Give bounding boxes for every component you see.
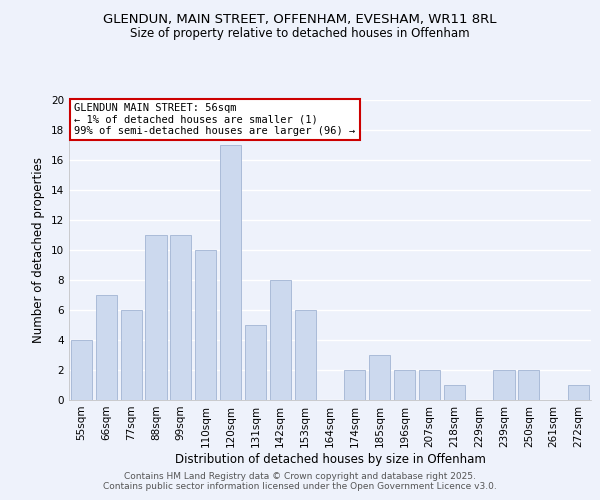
Bar <box>195 250 216 400</box>
Bar <box>96 295 117 400</box>
Bar <box>419 370 440 400</box>
Bar <box>121 310 142 400</box>
Bar <box>444 385 465 400</box>
X-axis label: Distribution of detached houses by size in Offenham: Distribution of detached houses by size … <box>175 452 485 466</box>
Bar <box>145 235 167 400</box>
Bar <box>295 310 316 400</box>
Bar <box>568 385 589 400</box>
Text: Contains public sector information licensed under the Open Government Licence v3: Contains public sector information licen… <box>103 482 497 491</box>
Bar <box>369 355 390 400</box>
Bar <box>245 325 266 400</box>
Bar <box>493 370 515 400</box>
Bar <box>220 145 241 400</box>
Bar <box>518 370 539 400</box>
Bar <box>71 340 92 400</box>
Text: Size of property relative to detached houses in Offenham: Size of property relative to detached ho… <box>130 28 470 40</box>
Text: Contains HM Land Registry data © Crown copyright and database right 2025.: Contains HM Land Registry data © Crown c… <box>124 472 476 481</box>
Text: GLENDUN, MAIN STREET, OFFENHAM, EVESHAM, WR11 8RL: GLENDUN, MAIN STREET, OFFENHAM, EVESHAM,… <box>103 12 497 26</box>
Y-axis label: Number of detached properties: Number of detached properties <box>32 157 46 343</box>
Bar <box>170 235 191 400</box>
Bar <box>270 280 291 400</box>
Text: GLENDUN MAIN STREET: 56sqm
← 1% of detached houses are smaller (1)
99% of semi-d: GLENDUN MAIN STREET: 56sqm ← 1% of detac… <box>74 103 355 136</box>
Bar <box>394 370 415 400</box>
Bar <box>344 370 365 400</box>
